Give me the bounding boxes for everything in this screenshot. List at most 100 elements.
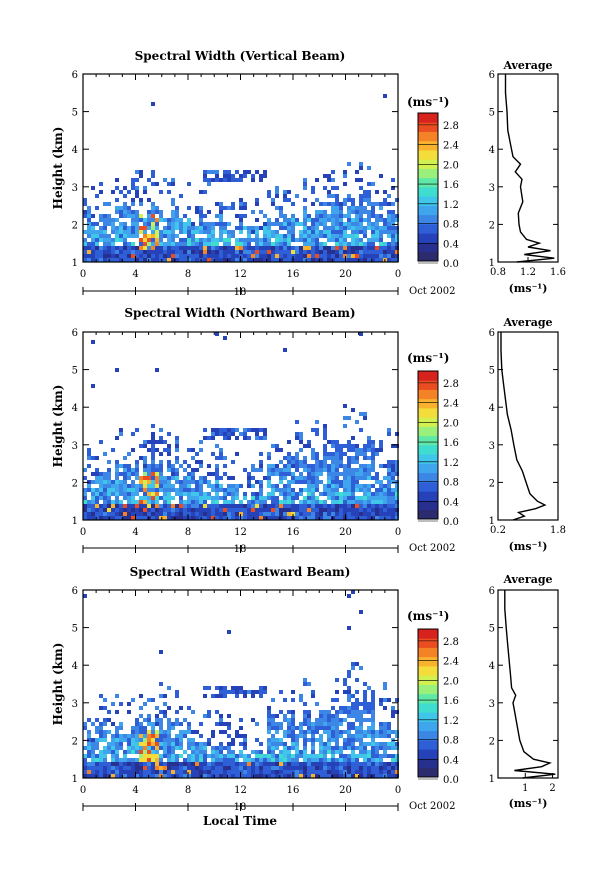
heat-cell xyxy=(159,460,163,464)
heat-cell xyxy=(323,742,327,746)
heat-cell xyxy=(287,468,291,472)
heat-cell xyxy=(255,436,259,440)
heat-cell xyxy=(371,452,375,456)
heat-cell xyxy=(163,448,167,452)
heat-cell xyxy=(319,504,323,508)
profile-y-tick-label: 5 xyxy=(489,108,495,119)
heat-cell xyxy=(347,742,351,746)
heat-cell xyxy=(251,258,255,262)
heat-cell xyxy=(131,230,135,234)
heat-cell xyxy=(87,718,91,722)
heat-cell xyxy=(291,230,295,234)
y-axis-label: Height (km) xyxy=(51,643,65,726)
heat-cell xyxy=(311,476,315,480)
heat-cell xyxy=(131,254,135,258)
heat-cell xyxy=(195,226,199,230)
heat-cell xyxy=(151,448,155,452)
heat-cell xyxy=(375,230,379,234)
heat-cell xyxy=(287,730,291,734)
heat-cell xyxy=(387,476,391,480)
heat-cell xyxy=(171,198,175,202)
heat-cell xyxy=(375,758,379,762)
heat-cell xyxy=(391,250,395,254)
heat-cell xyxy=(115,464,119,468)
heat-cell xyxy=(375,258,379,262)
heat-cell xyxy=(275,190,279,194)
heat-cell xyxy=(191,230,195,234)
heat-cell xyxy=(119,508,123,512)
heat-cell xyxy=(367,166,371,170)
heat-cell xyxy=(323,730,327,734)
heat-cell xyxy=(115,484,119,488)
heat-cell xyxy=(171,218,175,222)
heat-cell xyxy=(179,508,183,512)
heat-cell xyxy=(339,758,343,762)
heat-cell xyxy=(131,770,135,774)
heat-cell xyxy=(147,472,151,476)
heat-cell xyxy=(159,452,163,456)
heat-cell xyxy=(371,468,375,472)
heat-cell xyxy=(311,254,315,258)
heat-cell xyxy=(187,754,191,758)
heat-cell xyxy=(207,738,211,742)
heat-cell xyxy=(163,754,167,758)
heat-cell xyxy=(83,254,87,258)
heat-cell xyxy=(235,484,239,488)
heat-cell xyxy=(171,484,175,488)
heat-cell xyxy=(255,218,259,222)
heat-cell xyxy=(151,472,155,476)
heat-cell xyxy=(103,774,107,778)
heat-cell xyxy=(355,762,359,766)
heat-cell xyxy=(175,218,179,222)
heat-cell xyxy=(367,436,371,440)
heat-cell xyxy=(331,754,335,758)
heat-cell xyxy=(123,480,127,484)
heat-cell xyxy=(83,758,87,762)
heat-cell xyxy=(395,698,399,702)
heat-cell xyxy=(327,742,331,746)
y-tick-label: 3 xyxy=(72,441,78,452)
heat-cell xyxy=(211,226,215,230)
heat-cell xyxy=(123,242,127,246)
heat-cell xyxy=(167,686,171,690)
heat-cell xyxy=(139,202,143,206)
heat-cell xyxy=(111,246,115,250)
heat-cell xyxy=(259,428,263,432)
heat-cell xyxy=(87,464,91,468)
heat-cell xyxy=(383,242,387,246)
heat-cell xyxy=(283,348,287,352)
heat-cell xyxy=(183,214,187,218)
heat-cell xyxy=(87,218,91,222)
heat-cell xyxy=(151,750,155,754)
heat-cell xyxy=(303,746,307,750)
heat-cell xyxy=(175,480,179,484)
heat-cell xyxy=(159,468,163,472)
heat-cell xyxy=(359,242,363,246)
heat-cell xyxy=(115,492,119,496)
heat-cell xyxy=(339,210,343,214)
heat-cell xyxy=(327,758,331,762)
heat-cell xyxy=(91,214,95,218)
heat-cell xyxy=(319,750,323,754)
heat-cell xyxy=(211,242,215,246)
heat-cell xyxy=(267,726,271,730)
heat-cell xyxy=(151,436,155,440)
heat-cell xyxy=(167,488,171,492)
heat-cell xyxy=(227,726,231,730)
heat-cell xyxy=(115,500,119,504)
heat-cell xyxy=(331,186,335,190)
heat-cell xyxy=(123,496,127,500)
heat-cell xyxy=(123,488,127,492)
heat-cell xyxy=(359,504,363,508)
heat-cell xyxy=(319,710,323,714)
heat-cell xyxy=(319,508,323,512)
heat-cell xyxy=(287,190,291,194)
heat-cell xyxy=(395,504,399,508)
heat-cell xyxy=(343,710,347,714)
heat-cell xyxy=(331,234,335,238)
heat-cell xyxy=(219,226,223,230)
heat-cell xyxy=(111,242,115,246)
heat-cell xyxy=(367,476,371,480)
heat-cell xyxy=(351,706,355,710)
heat-cell xyxy=(139,694,143,698)
